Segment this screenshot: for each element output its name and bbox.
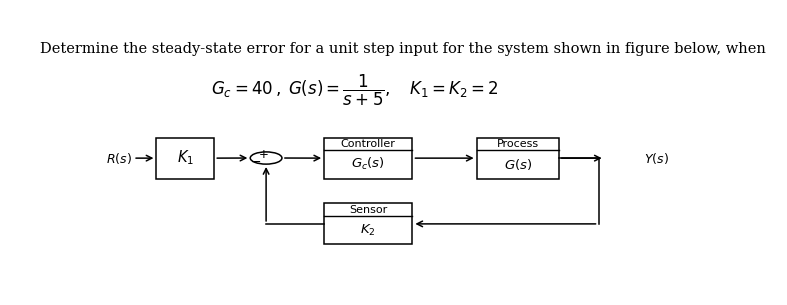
Circle shape xyxy=(250,152,282,164)
Text: $K_1$: $K_1$ xyxy=(177,149,194,167)
Text: $G(s)$: $G(s)$ xyxy=(504,157,532,172)
Text: Process: Process xyxy=(497,139,539,149)
Bar xyxy=(157,138,214,179)
Text: $R(s)$: $R(s)$ xyxy=(105,151,131,166)
Text: $G_c(s)$: $G_c(s)$ xyxy=(351,156,385,172)
Text: $-$: $-$ xyxy=(250,155,261,168)
Text: Determine the steady-state error for a unit step input for the system shown in f: Determine the steady-state error for a u… xyxy=(40,42,767,56)
Text: +: + xyxy=(259,148,268,161)
Text: $K_2$: $K_2$ xyxy=(360,223,376,238)
Text: $G_c = 40\,,\;G(s) = \dfrac{1}{s+5},\quad K_1 = K_2 = 2$: $G_c = 40\,,\;G(s) = \dfrac{1}{s+5},\qua… xyxy=(211,73,498,108)
Bar xyxy=(324,138,412,179)
Text: Controller: Controller xyxy=(341,139,396,149)
Bar xyxy=(324,203,412,244)
Text: $Y(s)$: $Y(s)$ xyxy=(645,151,669,166)
Text: Sensor: Sensor xyxy=(349,205,387,214)
Bar xyxy=(477,138,559,179)
